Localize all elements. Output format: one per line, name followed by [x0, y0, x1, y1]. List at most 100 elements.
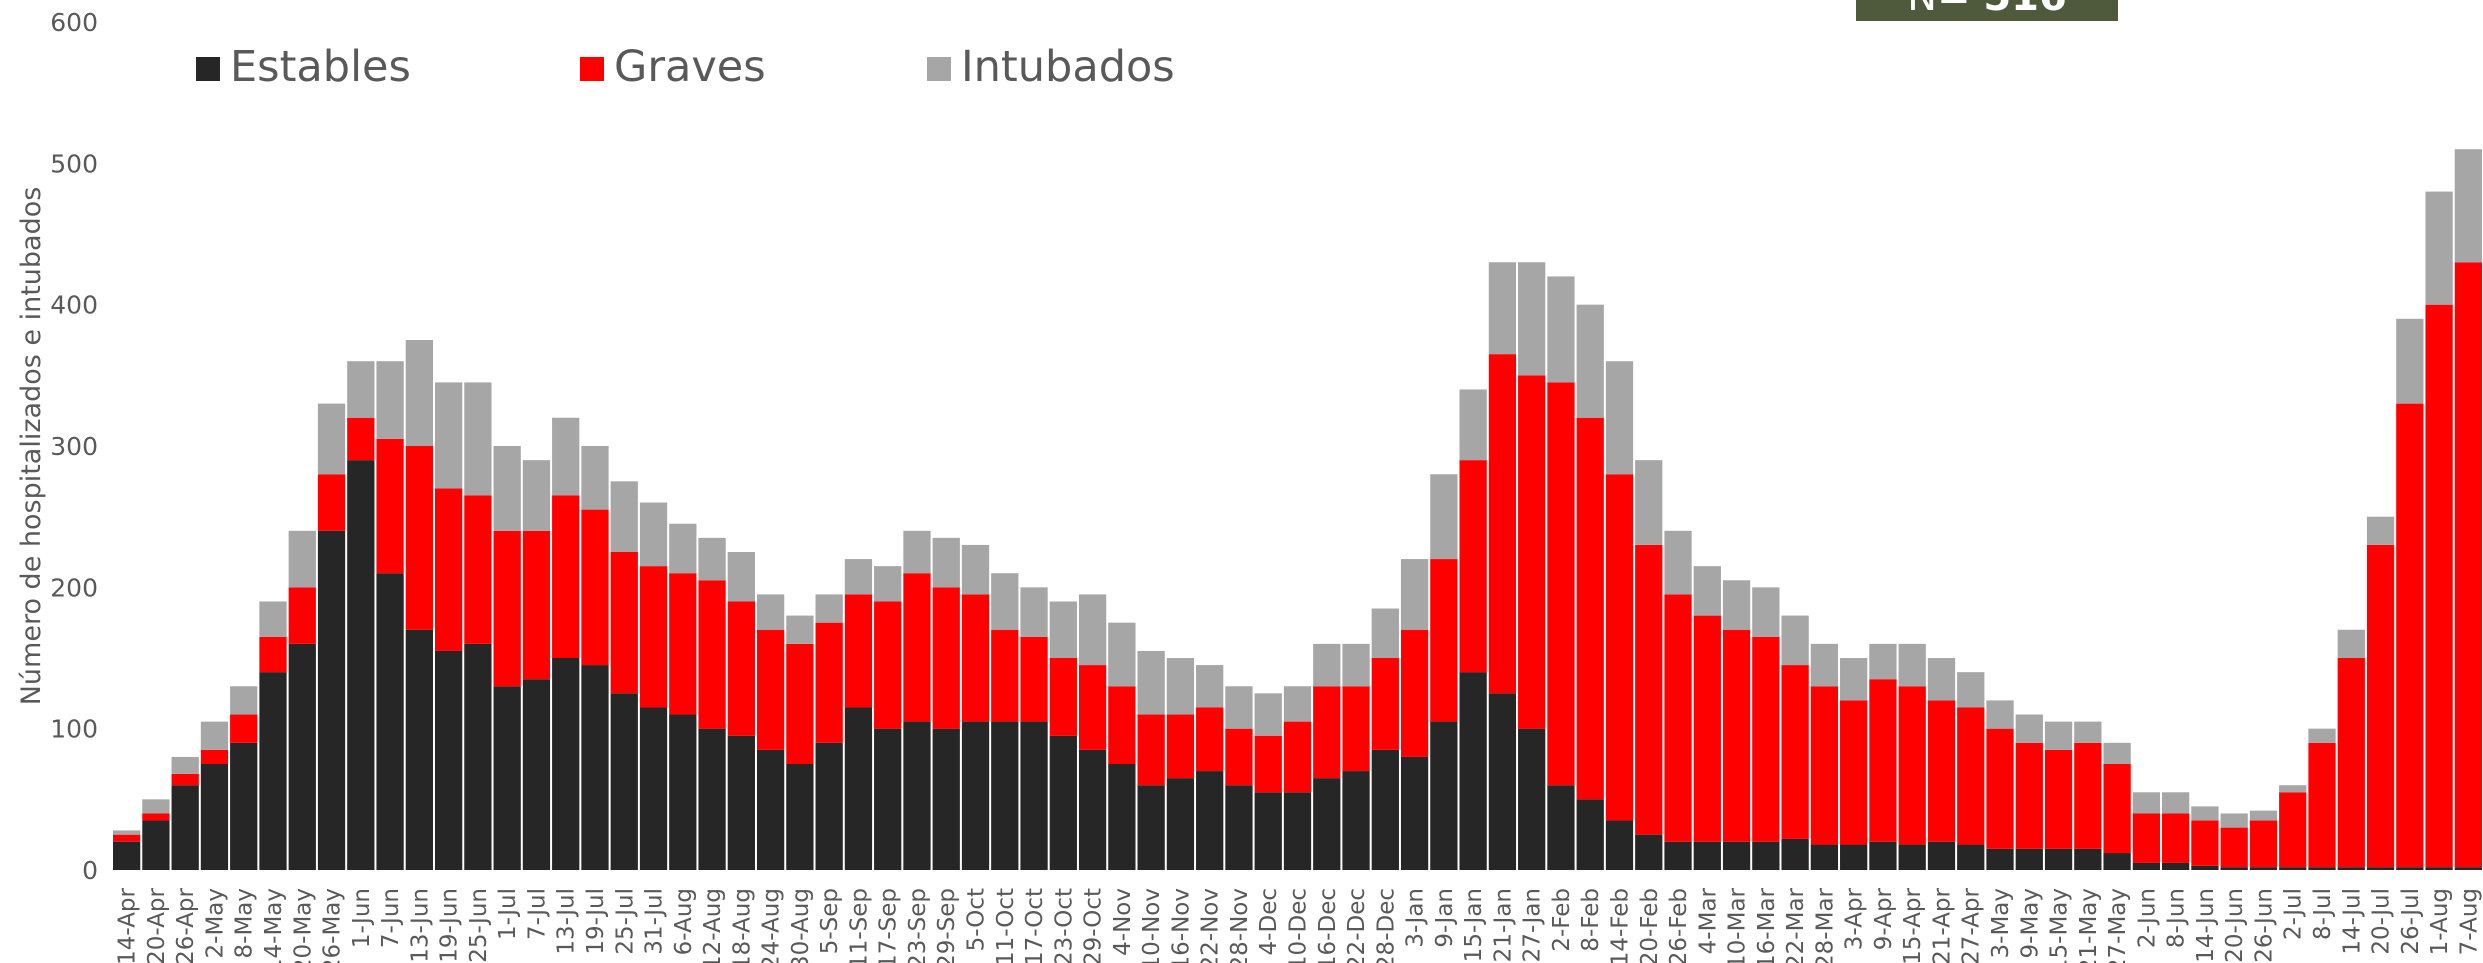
y-tick-label: 400 — [50, 291, 98, 320]
y-tick-label: 0 — [82, 856, 98, 885]
bar-segment — [903, 721, 931, 870]
bar-segment — [1020, 587, 1048, 637]
x-tick-label: 5-Oct — [964, 888, 990, 951]
bar-segment — [903, 530, 931, 574]
bar-segment — [2044, 721, 2073, 750]
bar-segment — [2249, 820, 2278, 868]
bar-segment — [2220, 827, 2248, 868]
x-tick-label: 20-Feb — [1637, 888, 1663, 963]
x-tick-label: 10-Nov — [1139, 888, 1165, 963]
bar-segment — [1459, 389, 1487, 461]
bar-segment — [1078, 665, 1107, 750]
bar-segment — [1840, 658, 1868, 701]
bar-segment — [230, 714, 258, 743]
bar-segment — [874, 566, 902, 602]
bar-segment — [1430, 474, 1458, 560]
x-tick-label: 1-Jul — [495, 888, 521, 940]
bar-segment — [1488, 262, 1517, 355]
bar-segment — [317, 530, 346, 870]
x-tick-label: 17-Oct — [1022, 888, 1048, 963]
bar-segment — [1898, 686, 1926, 845]
bar-segment — [1283, 721, 1312, 793]
bar-segment — [1137, 714, 1165, 786]
bar-segment — [1400, 559, 1429, 630]
bar-segment — [1576, 417, 1604, 800]
bar-segment — [698, 728, 726, 870]
x-tick-label: 8-Jun — [2164, 888, 2190, 948]
bar-segment — [639, 566, 668, 708]
bar-segment — [2249, 867, 2278, 870]
bar-segment — [1722, 841, 1751, 870]
x-tick-label: 20-May — [290, 888, 316, 963]
bar-segment — [2366, 516, 2395, 545]
bar-segment — [200, 749, 229, 764]
bar-segment — [405, 629, 433, 870]
bar-segment — [1957, 844, 1985, 870]
x-tick-label: 4-Dec — [1256, 888, 1282, 955]
bar-segment — [113, 834, 141, 842]
y-tick-label: 300 — [50, 432, 98, 461]
bar-segment — [786, 615, 814, 644]
bar-segment — [698, 580, 726, 729]
x-tick-label: 27-Apr — [1959, 887, 1985, 963]
bar-segment — [464, 495, 492, 644]
bar-segment — [1430, 559, 1458, 722]
bar-segment — [2249, 810, 2278, 821]
bar-segment — [1313, 778, 1341, 870]
x-tick-label: 15-Apr — [1900, 887, 1926, 963]
legend-swatch — [927, 57, 951, 81]
bar-segment — [961, 594, 990, 722]
bar-segment — [317, 403, 346, 475]
badge-text: N= 516 — [1907, 0, 2067, 20]
bar-segment — [1254, 792, 1282, 870]
bar-segment — [1576, 799, 1604, 870]
bar-segment — [1810, 643, 1839, 687]
x-tick-label: 1-Jun — [349, 888, 375, 948]
bar-segment — [815, 742, 843, 870]
bar-segment — [1313, 686, 1341, 779]
x-tick-label: 23-Sep — [905, 888, 931, 963]
bar-segment — [1927, 658, 1956, 701]
x-tick-label: 7-Aug — [2456, 888, 2482, 955]
x-tick-label: 20-Jul — [2369, 888, 2395, 955]
x-tick-label: 13-Jun — [407, 888, 433, 963]
x-tick-label: 23-Oct — [1051, 888, 1077, 963]
bar-segment — [2162, 813, 2190, 863]
bar-segment — [1137, 650, 1165, 715]
bar-segment — [1371, 749, 1399, 870]
x-tick-label: 21-Jan — [1490, 888, 1516, 962]
bar-segment — [2337, 658, 2365, 868]
bar-segment — [1722, 629, 1751, 842]
bar-segment — [698, 537, 726, 581]
bar-segment — [1898, 643, 1926, 687]
y-tick-label: 100 — [50, 715, 98, 744]
bar-segment — [1342, 771, 1370, 870]
x-tick-label: 3-May — [1988, 888, 2014, 958]
x-tick-label: 2-Feb — [1549, 888, 1575, 952]
bar-segment — [171, 756, 199, 774]
bar-segment — [1635, 460, 1663, 545]
x-tick-label: 4-Nov — [1110, 888, 1136, 956]
bar-segment — [669, 573, 697, 715]
x-tick-label: 20-Jun — [2222, 888, 2248, 963]
bar-segment — [2396, 867, 2424, 870]
x-tick-label: 14-Feb — [1607, 888, 1633, 963]
x-tick-label: 2-May — [202, 888, 228, 958]
x-tick-label: 14-Apr — [115, 887, 141, 963]
bar-segment — [1869, 679, 1897, 842]
bar-segment — [1957, 672, 1985, 708]
bar-segment — [2103, 764, 2131, 854]
x-tick-label: 17-Sep — [876, 888, 902, 963]
bar-segment — [1547, 382, 1575, 786]
x-tick-label: 15-May — [2047, 888, 2073, 963]
bar-segment — [961, 544, 990, 595]
bar-segment — [2454, 262, 2482, 868]
bar-segment — [581, 665, 609, 870]
bar-segment — [113, 841, 141, 870]
bar-segment — [2074, 742, 2102, 849]
bar-segment — [1840, 844, 1868, 870]
bar-segment — [844, 559, 873, 595]
bar-segment — [786, 764, 814, 870]
bar-segment — [376, 361, 404, 439]
